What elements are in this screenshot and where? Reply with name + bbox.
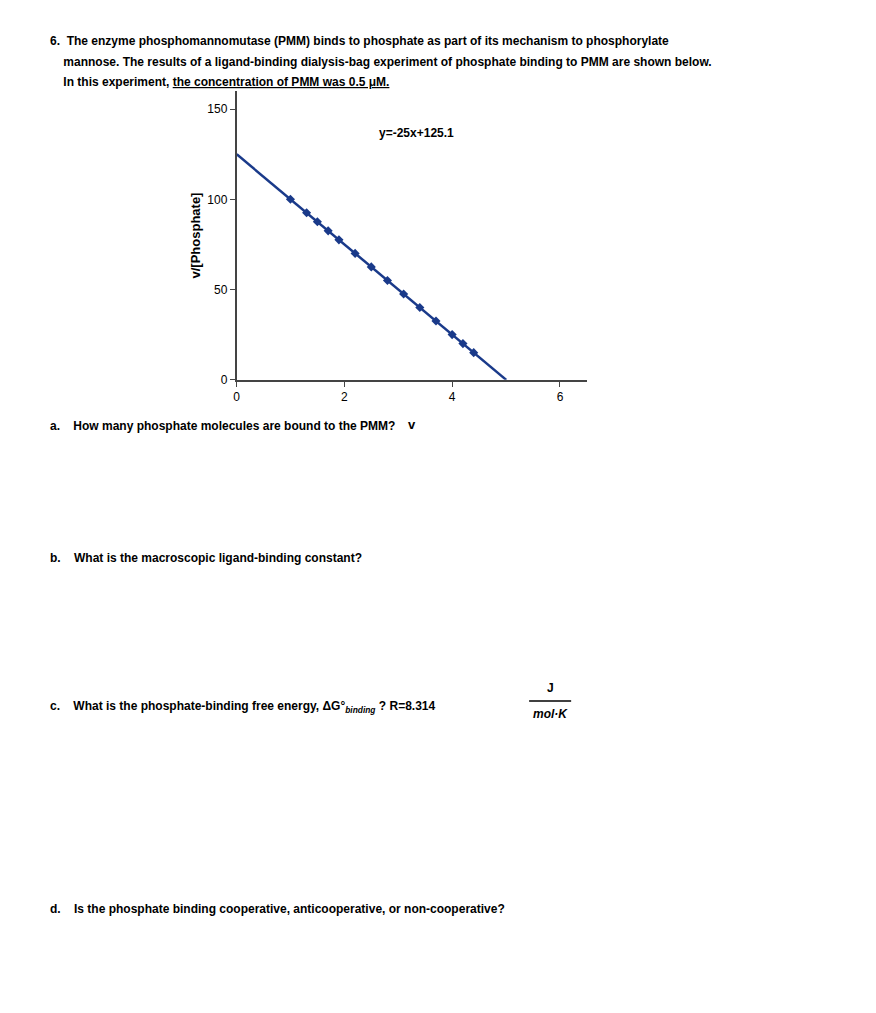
svg-text:100: 100: [207, 193, 227, 207]
svg-text:b. What is the macroscopic: b. What is the macroscopic ligand-bindin…: [50, 551, 362, 565]
svg-text:6. The enzyme phosphomannomut: 6. The enzyme phosphomannomutase (PMM) b…: [50, 34, 669, 48]
svg-text:J: J: [547, 681, 554, 695]
svg-text:c. What is the phosphate-bi: c. What is the phosphate-binding free en…: [50, 699, 435, 715]
svg-text:v: v: [408, 417, 416, 432]
svg-text:150: 150: [207, 102, 227, 116]
svg-text:In this experiment, the concen: In this experiment, the concentration of…: [50, 75, 389, 89]
svg-text:0: 0: [221, 373, 228, 387]
svg-text:50: 50: [214, 283, 228, 297]
svg-text:6: 6: [557, 390, 564, 404]
svg-text:a. How many phosphate molec: a. How many phosphate molecules are boun…: [50, 419, 395, 433]
svg-text:mannose. The results of a liga: mannose. The results of a ligand-binding…: [50, 55, 712, 69]
svg-text:0: 0: [233, 390, 240, 404]
svg-text:mol·K: mol·K: [533, 707, 568, 721]
svg-text:d. Is the phosphate binding: d. Is the phosphate binding cooperative,…: [50, 902, 505, 916]
svg-text:v/[Phosphate]: v/[Phosphate]: [188, 193, 203, 279]
svg-text:y=-25x+125.1: y=-25x+125.1: [379, 126, 454, 140]
svg-text:4: 4: [449, 390, 456, 404]
svg-text:2: 2: [341, 390, 348, 404]
